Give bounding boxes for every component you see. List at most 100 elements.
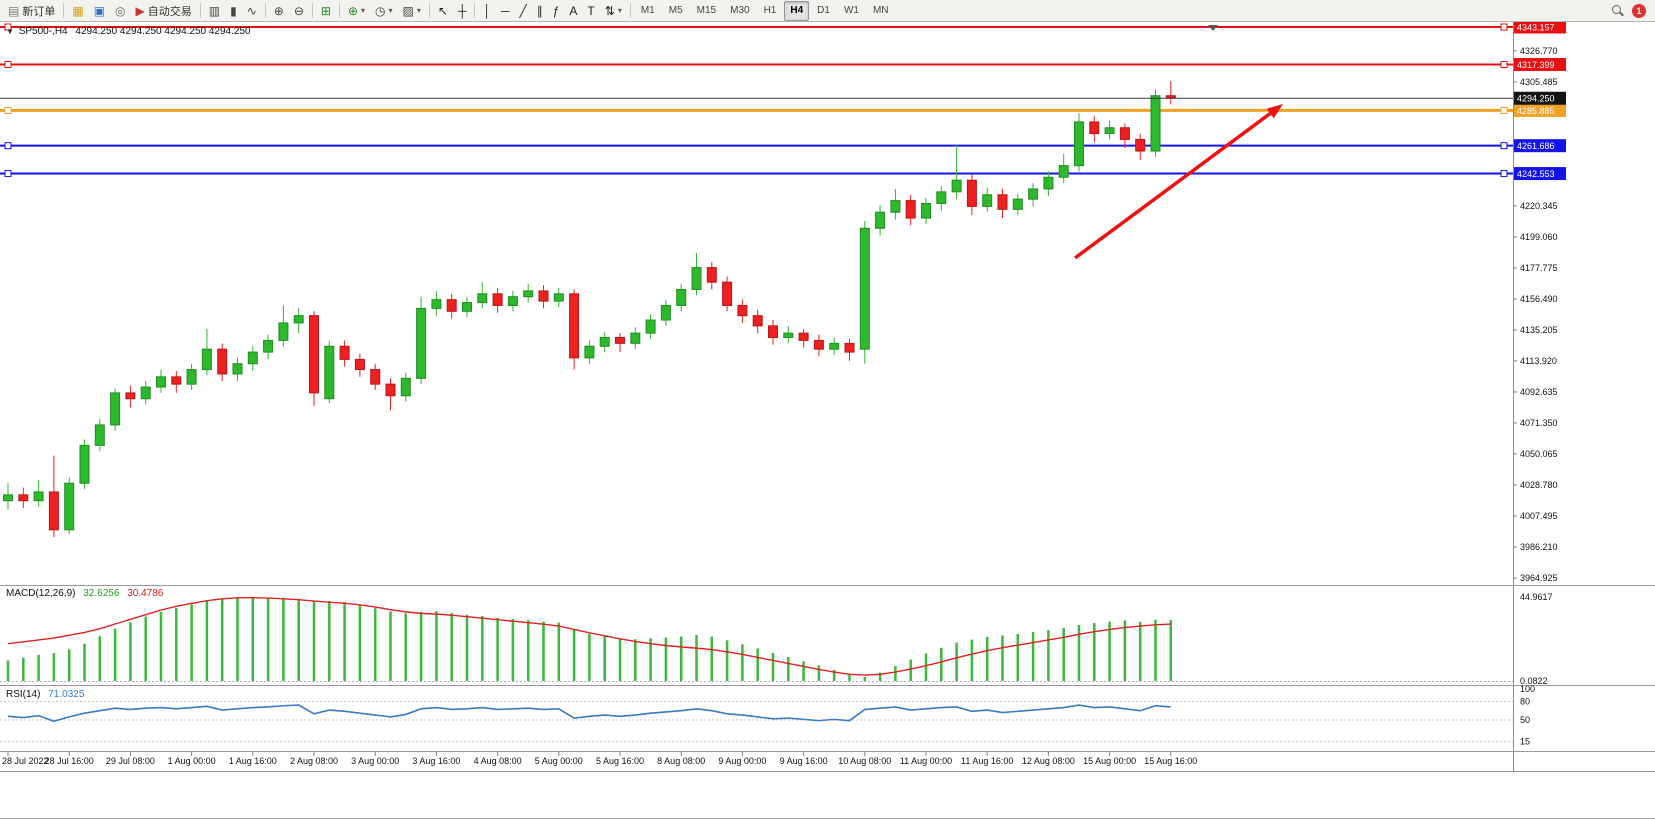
- macd-histogram-bar: [557, 622, 561, 681]
- candle-up: [584, 340, 595, 364]
- price-line-badge: 4317.399: [1514, 58, 1566, 72]
- vertical-line-icon: │: [483, 3, 491, 18]
- line-handle[interactable]: [1500, 170, 1508, 178]
- macd-histogram-bar: [251, 597, 255, 681]
- timeframe-button-m30[interactable]: M30: [730, 4, 750, 16]
- resistance-line-3[interactable]: [0, 106, 1513, 114]
- macd-histogram-bar: [297, 598, 300, 681]
- macd-histogram-bar: [618, 638, 622, 681]
- zoom-in-button[interactable]: ⊕: [269, 1, 289, 21]
- candle-up: [507, 290, 518, 312]
- price-line-badge: 4261.686: [1514, 139, 1566, 153]
- crosshair-button[interactable]: ┼: [453, 1, 472, 21]
- timeframe-button-m15[interactable]: M15: [696, 4, 717, 16]
- line-handle[interactable]: [4, 142, 12, 150]
- trendline-button[interactable]: ╱: [514, 1, 531, 21]
- templates-button[interactable]: ▨ ▾: [398, 1, 426, 21]
- candle-up: [140, 381, 151, 405]
- collapse-icon[interactable]: ▼: [6, 27, 14, 36]
- bar-chart-button[interactable]: ▥: [204, 1, 225, 21]
- candlestick-chart-button[interactable]: ▮: [225, 1, 242, 21]
- timeframe-button-m5[interactable]: M5: [668, 4, 683, 16]
- macd-histogram-bar: [435, 611, 438, 681]
- chart-shift-marker[interactable]: [1208, 25, 1218, 31]
- macd-signal-value: 30.4786: [127, 588, 164, 599]
- horizontal-line-button[interactable]: ─: [496, 1, 515, 21]
- macd-histogram-bar: [985, 636, 989, 681]
- line-handle[interactable]: [4, 23, 12, 31]
- line-handle[interactable]: [4, 61, 12, 69]
- rsi-label: RSI(14): [6, 689, 41, 700]
- chevron-down-icon: ▾: [416, 6, 421, 15]
- macd-histogram-bar: [1031, 632, 1035, 681]
- candle-down: [722, 276, 733, 312]
- candle-down: [813, 334, 824, 357]
- symbol-timeframe-label: SP500-,H4: [18, 26, 68, 37]
- line-handle[interactable]: [4, 170, 12, 178]
- support-line-1[interactable]: [0, 142, 1513, 150]
- navigator-button[interactable]: ▣: [89, 1, 110, 21]
- new-order-button[interactable]: ▤ 新订单: [3, 1, 60, 21]
- autotrading-button[interactable]: ▶ 自动交易: [131, 1, 197, 21]
- indicators-button[interactable]: ⊕ ▾: [343, 1, 370, 21]
- arrows-button[interactable]: ⇅ ▾: [600, 1, 627, 21]
- line-handle[interactable]: [1500, 23, 1508, 31]
- time-axis-label: 9 Aug 00:00: [718, 756, 766, 766]
- timeframe-button-m1[interactable]: M1: [640, 4, 655, 16]
- fibonacci-button[interactable]: ƒ: [548, 1, 565, 21]
- svg-text:4294.250: 4294.250: [1517, 94, 1555, 104]
- timeframe-button-mn[interactable]: MN: [872, 4, 889, 16]
- text-button[interactable]: A: [564, 1, 582, 21]
- candle-down: [370, 363, 381, 390]
- macd-histogram-bar: [22, 657, 25, 681]
- price-tick-label: 3986.210: [1520, 542, 1558, 552]
- line-handle[interactable]: [4, 106, 12, 114]
- resistance-line-2[interactable]: [0, 61, 1513, 69]
- candle-up: [921, 197, 931, 224]
- candle-up: [416, 296, 427, 385]
- cursor-button[interactable]: ↖: [433, 1, 453, 21]
- notification-badge[interactable]: 1: [1632, 3, 1646, 18]
- timeframe-button-h4[interactable]: H4: [784, 0, 810, 21]
- price-tick-label: 4177.775: [1520, 263, 1558, 273]
- zoom-in-icon: ⊕: [273, 3, 284, 18]
- candle-up: [599, 331, 610, 353]
- macd-histogram-bar: [419, 611, 423, 681]
- label-button[interactable]: T: [582, 1, 599, 21]
- market-watch-icon: ▦: [72, 3, 84, 18]
- search-icon[interactable]: [1611, 4, 1624, 17]
- timeframe-button-d1[interactable]: D1: [817, 4, 830, 16]
- candle-down: [1089, 116, 1100, 143]
- channel-button[interactable]: ∥: [532, 1, 548, 21]
- tile-windows-button[interactable]: ⊞: [316, 1, 336, 21]
- line-handle[interactable]: [1500, 142, 1508, 150]
- candle-up: [247, 346, 258, 372]
- vertical-line-button[interactable]: │: [478, 1, 496, 21]
- price-line-badge: 4343.157: [1514, 20, 1566, 34]
- line-handle[interactable]: [1500, 106, 1508, 114]
- macd-histogram-bar: [526, 620, 530, 681]
- macd-histogram-bar: [878, 672, 882, 681]
- time-axis-label: 15 Aug 00:00: [1083, 756, 1136, 766]
- price-tick-label: 4135.205: [1520, 325, 1558, 335]
- rsi-value: 71.0325: [48, 689, 85, 700]
- candle-up: [400, 372, 411, 402]
- periods-button[interactable]: ◷ ▾: [370, 1, 398, 21]
- line-chart-button[interactable]: ∿: [242, 1, 262, 21]
- candlestick-chart-icon: ▮: [230, 3, 237, 18]
- time-axis-label: 15 Aug 16:00: [1144, 756, 1197, 766]
- candle-down: [752, 309, 763, 334]
- refresh-button[interactable]: ◎: [110, 1, 130, 21]
- market-watch-button[interactable]: ▦: [67, 1, 88, 21]
- macd-histogram-bar: [940, 647, 943, 681]
- macd-histogram-bar: [649, 638, 652, 681]
- macd-histogram-bar: [924, 653, 928, 681]
- resistance-line-1[interactable]: [0, 23, 1513, 31]
- timeframe-button-h1[interactable]: H1: [763, 4, 777, 16]
- trend-arrow[interactable]: [1073, 104, 1283, 260]
- support-line-2[interactable]: [0, 170, 1513, 178]
- macd-histogram-bar: [220, 598, 224, 681]
- zoom-out-button[interactable]: ⊖: [289, 1, 309, 21]
- timeframe-button-w1[interactable]: W1: [843, 4, 859, 16]
- line-handle[interactable]: [1500, 61, 1508, 69]
